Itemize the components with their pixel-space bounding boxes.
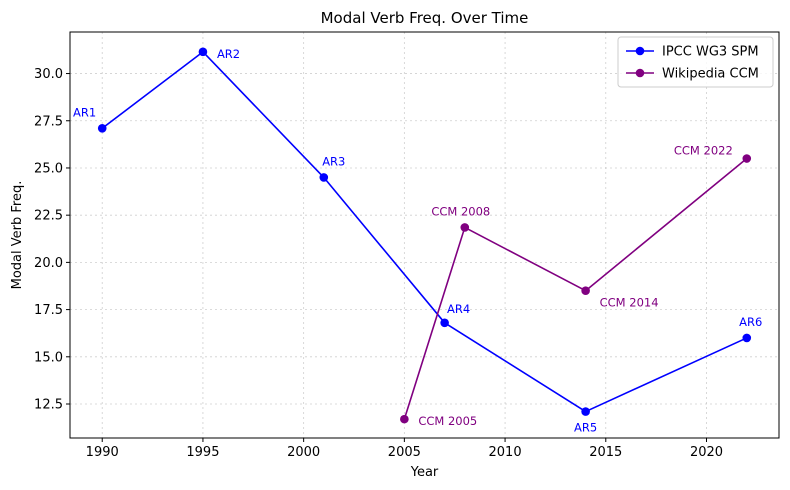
data-point [319, 173, 329, 182]
point-label: AR5 [574, 421, 597, 435]
legend: IPCC WG3 SPM Wikipedia CCM [617, 36, 774, 88]
point-label: CCM 2005 [418, 414, 477, 428]
x-tick-label: 2010 [489, 445, 522, 460]
chart-title: Modal Verb Freq. Over Time [321, 9, 529, 27]
point-label: AR6 [739, 315, 762, 329]
data-point [742, 333, 752, 343]
y-tick-label: 17.5 [34, 303, 63, 318]
x-tick-label: 1990 [86, 445, 119, 460]
point-label: CCM 2014 [600, 296, 659, 310]
legend-label: IPCC WG3 SPM [662, 45, 759, 60]
legend-label: Wikipedia CCM [662, 67, 759, 82]
y-tick-label: 15.0 [34, 350, 63, 365]
point-label: CCM 2022 [674, 144, 733, 158]
point-label: AR3 [322, 154, 345, 168]
x-tick-label: 2015 [589, 445, 622, 460]
x-tick-label: 2020 [690, 445, 723, 460]
data-point [460, 223, 470, 232]
legend-marker [635, 68, 645, 78]
y-tick-label: 20.0 [34, 256, 63, 271]
point-label: CCM 2008 [431, 204, 490, 218]
series-line-1 [403, 157, 748, 420]
data-point [581, 407, 590, 416]
point-label: AR1 [73, 105, 96, 119]
point-label: AR2 [217, 47, 240, 61]
series-layer [97, 47, 752, 424]
data-point [581, 286, 590, 296]
data-point [400, 414, 409, 424]
plot-area-frame [69, 31, 780, 439]
y-tick-label: 27.5 [34, 114, 63, 129]
point-labels: AR1 AR2 AR3 AR4 AR5 AR6 CCM 2005 CCM 2008 CCM 20… [73, 47, 762, 435]
x-axis-title: Year [410, 465, 439, 480]
y-tick-label: 25.0 [34, 161, 63, 176]
y-axis-title: Modal Verb Freq. [10, 181, 25, 290]
point-label: AR4 [447, 302, 470, 316]
y-tick-label: 30.0 [34, 67, 63, 82]
legend-marker [635, 46, 645, 56]
data-point [198, 47, 208, 57]
x-tick-label: 2005 [388, 445, 421, 460]
grid-lines [70, 32, 779, 438]
x-tick-label: 1995 [186, 445, 219, 460]
series-line-0 [101, 51, 748, 413]
data-point [742, 154, 752, 163]
y-tick-label: 12.5 [34, 398, 63, 413]
data-point [440, 318, 449, 328]
data-point [97, 124, 107, 133]
x-tick-label: 2000 [287, 445, 320, 460]
axis-ticks: 1990 1995 2000 2005 2010 2015 2020 12.5 15.0 17.5… [34, 67, 723, 460]
y-tick-label: 22.5 [34, 209, 63, 224]
legend-box [617, 36, 774, 88]
